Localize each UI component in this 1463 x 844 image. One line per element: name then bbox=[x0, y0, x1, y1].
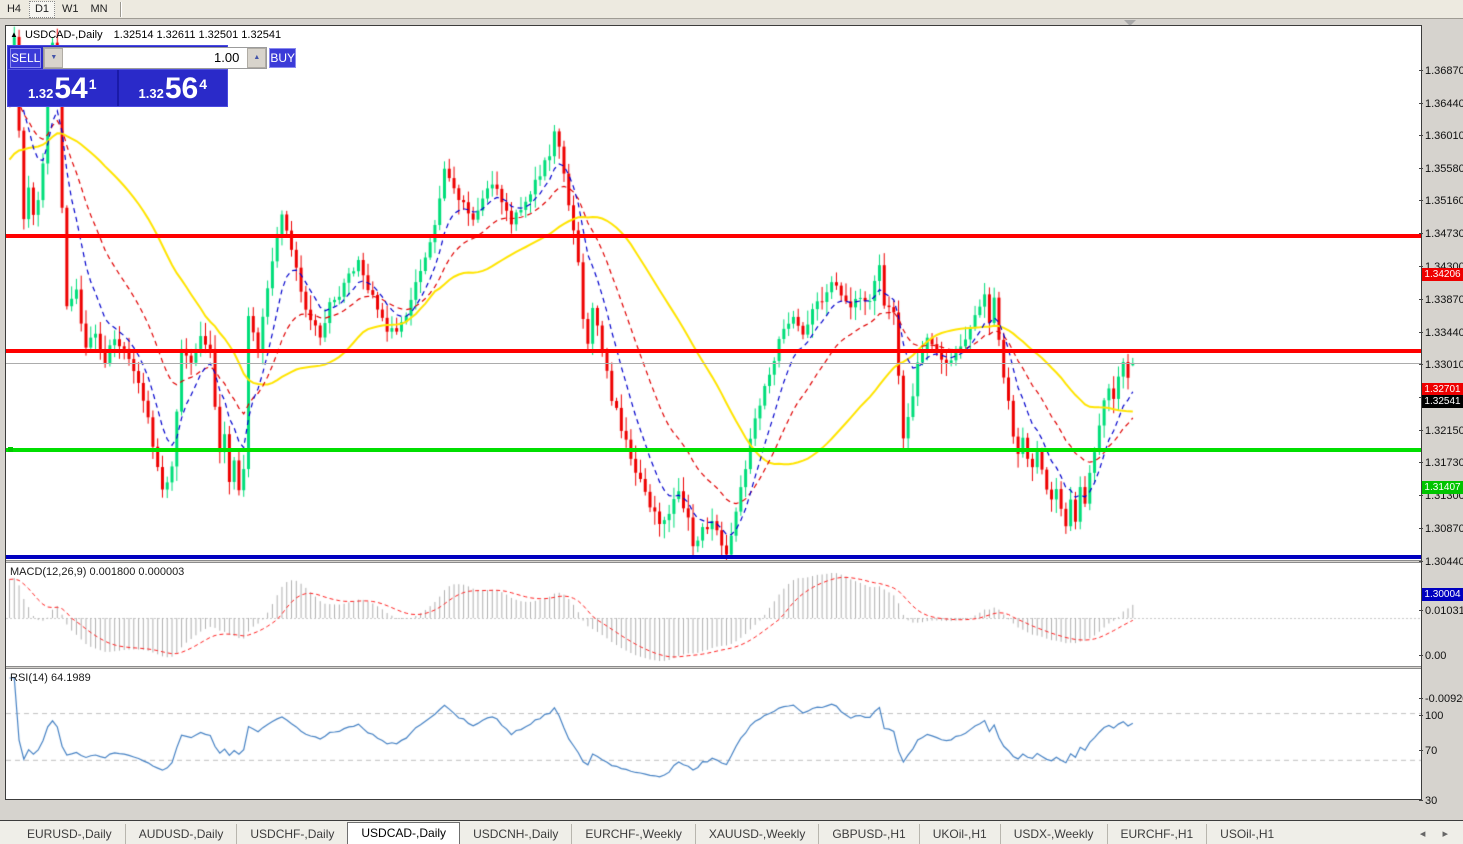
axis-tick-mark bbox=[1419, 430, 1423, 432]
rsi-pane-splitter[interactable] bbox=[6, 666, 1421, 669]
volume-decrease-icon[interactable]: ▼ bbox=[44, 47, 64, 68]
chart-tab-usdchf[interactable]: USDCHF-,Daily bbox=[236, 824, 347, 844]
price-axis-tick: 1.31730 bbox=[1419, 457, 1463, 469]
price-axis-tick: 1.35160 bbox=[1419, 195, 1463, 207]
timeframe-toolbar: H4 D1 W1 MN bbox=[0, 0, 1463, 19]
buy-price-figure: 1.32 bbox=[138, 86, 164, 101]
sell-price-figure: 1.32 bbox=[28, 86, 54, 101]
axis-tick-mark bbox=[1419, 200, 1423, 202]
chart-tab-audusd[interactable]: AUDUSD-,Daily bbox=[124, 824, 237, 844]
axis-tick-mark bbox=[1419, 135, 1423, 137]
rsi-axis-label: 70 bbox=[1419, 745, 1437, 757]
axis-tick-mark bbox=[1419, 69, 1423, 71]
volume-stepper: ▼ ▲ bbox=[43, 46, 268, 69]
price-axis-tick: 1.36870 bbox=[1419, 65, 1463, 77]
buy-price-display[interactable]: 1.32 56 4 bbox=[119, 70, 228, 106]
rsi-axis-label: 100 bbox=[1419, 710, 1443, 722]
price-tag-1.31407: 1.31407 bbox=[1422, 481, 1463, 495]
price-axis-tick: 1.33870 bbox=[1419, 294, 1463, 306]
tab-scroll-right-icon[interactable]: ▸ bbox=[1442, 828, 1448, 840]
chart-tab-xauusd[interactable]: XAUUSD-,Weekly bbox=[694, 824, 818, 844]
axis-tick-mark bbox=[1419, 364, 1423, 366]
chart-symbol-header: ▲ USDCAD-,Daily 1.32514 1.32611 1.32501 … bbox=[10, 29, 281, 41]
sell-button[interactable]: SELL bbox=[10, 47, 42, 68]
macd-pane-splitter[interactable] bbox=[6, 560, 1421, 563]
chart-tab-usoil[interactable]: USOil-,H1 bbox=[1206, 824, 1287, 844]
price-axis: 1.36870 1.36440 1.36010 1.35580 1.35160 1.347… bbox=[1419, 19, 1463, 844]
chart-tab-gbpusd[interactable]: GBPUSD-,H1 bbox=[818, 824, 918, 844]
buy-price-pipette: 4 bbox=[199, 76, 207, 92]
sell-price-pips: 54 bbox=[54, 72, 88, 105]
axis-tick-mark bbox=[1419, 233, 1423, 235]
price-tag-1.30004: 1.30004 bbox=[1422, 588, 1463, 602]
chart-tab-ukoil[interactable]: UKOil-,H1 bbox=[918, 824, 1000, 844]
one-click-trading-panel: SELL ▼ ▲ BUY 1.32 54 1 1.32 bbox=[7, 45, 297, 107]
axis-tick-mark bbox=[1419, 265, 1423, 267]
current-price-tag: 1.32541 bbox=[1422, 394, 1463, 408]
timeframe-button-mn[interactable]: MN bbox=[90, 3, 108, 15]
horizontal-line-1.31407[interactable] bbox=[6, 447, 1421, 452]
chart-tab-eurchf[interactable]: EURCHF-,H1 bbox=[1106, 824, 1207, 844]
buy-price-pips: 56 bbox=[164, 72, 199, 105]
horizontal-line-1.34206[interactable] bbox=[6, 234, 1421, 239]
rsi-axis-label: 30 bbox=[1419, 795, 1437, 807]
sell-price-display[interactable]: 1.32 54 1 bbox=[8, 70, 119, 106]
volume-increase-icon[interactable]: ▲ bbox=[247, 47, 267, 68]
price-axis-tick: 1.30440 bbox=[1419, 556, 1463, 568]
buy-button[interactable]: BUY bbox=[269, 47, 297, 68]
tab-scroll-arrows: ◂ ▸ bbox=[1413, 827, 1455, 840]
price-axis-tick: 1.32150 bbox=[1419, 425, 1463, 437]
axis-tick-mark bbox=[1419, 168, 1423, 170]
price-tag-1.32701: 1.32701 bbox=[1422, 382, 1463, 396]
sell-price-pipette: 1 bbox=[88, 76, 97, 92]
price-axis-tick: 1.34730 bbox=[1419, 228, 1463, 240]
axis-tick-mark bbox=[1419, 560, 1423, 562]
horizontal-line-1.30004[interactable] bbox=[6, 554, 1421, 559]
chart-tab-usdcad[interactable]: USDCAD-,Daily bbox=[347, 822, 461, 844]
axis-tick-mark bbox=[1419, 298, 1423, 300]
current-price-line bbox=[6, 363, 1421, 365]
macd-axis-label: 0.00 bbox=[1419, 650, 1446, 662]
price-axis-tick: 1.36010 bbox=[1419, 130, 1463, 142]
axis-tick-mark bbox=[1419, 331, 1423, 333]
price-axis-tick: 1.30870 bbox=[1419, 523, 1463, 535]
price-chart-canvas[interactable] bbox=[6, 26, 1421, 799]
timeframe-button-d1[interactable]: D1 bbox=[29, 0, 55, 18]
axis-tick-mark bbox=[1419, 462, 1423, 464]
chart-plot-area: ▲ USDCAD-,Daily 1.32514 1.32611 1.32501 … bbox=[5, 25, 1422, 800]
timeframe-button-w1[interactable]: W1 bbox=[62, 3, 79, 15]
tab-scroll-left-icon[interactable]: ◂ bbox=[1419, 828, 1426, 840]
chart-tab-usdx[interactable]: USDX-,Weekly bbox=[999, 824, 1107, 844]
chart-window: ▲ USDCAD-,Daily 1.32514 1.32611 1.32501 … bbox=[0, 19, 1463, 839]
price-axis-tick: 1.35580 bbox=[1419, 163, 1463, 175]
chart-tab-eurchf[interactable]: EURCHF-,Weekly bbox=[571, 824, 694, 844]
chart-tab-bar: EURUSD-,Daily AUDUSD-,Daily USDCHF-,Daily U… bbox=[0, 821, 1463, 844]
chart-shift-marker-icon[interactable] bbox=[1124, 20, 1136, 26]
line-drag-handle[interactable] bbox=[8, 447, 13, 453]
axis-tick-mark bbox=[1419, 494, 1423, 496]
rsi-indicator-label: RSI(14) 64.1989 bbox=[10, 672, 91, 684]
price-axis-tick: 1.33440 bbox=[1419, 327, 1463, 339]
chart-ohlc-readout: 1.32514 1.32611 1.32501 1.32541 bbox=[113, 29, 282, 41]
price-tag-1.34206: 1.34206 bbox=[1422, 267, 1463, 281]
macd-axis-label: -0.009203 bbox=[1419, 693, 1463, 705]
volume-input[interactable] bbox=[63, 47, 248, 68]
timeframe-button-h4[interactable]: H4 bbox=[6, 3, 22, 15]
chart-symbol-title: USDCAD-,Daily bbox=[24, 29, 103, 41]
macd-axis-label: 0.010311 bbox=[1419, 605, 1463, 617]
collapse-panel-icon[interactable]: ▲ bbox=[10, 30, 18, 39]
macd-indicator-label: MACD(12,26,9) 0.001800 0.000003 bbox=[10, 566, 185, 578]
axis-tick-mark bbox=[1419, 102, 1423, 104]
axis-tick-mark bbox=[1419, 527, 1423, 529]
price-axis-tick: 1.33010 bbox=[1419, 359, 1463, 371]
price-axis-tick: 1.36440 bbox=[1419, 98, 1463, 110]
chart-tab-eurusd[interactable]: EURUSD-,Daily bbox=[27, 827, 112, 841]
toolbar-separator bbox=[119, 1, 122, 17]
horizontal-line-1.32701[interactable] bbox=[6, 349, 1421, 353]
axis-tick-mark bbox=[1419, 397, 1423, 399]
chart-tab-usdcnh[interactable]: USDCNH-,Daily bbox=[473, 827, 559, 841]
